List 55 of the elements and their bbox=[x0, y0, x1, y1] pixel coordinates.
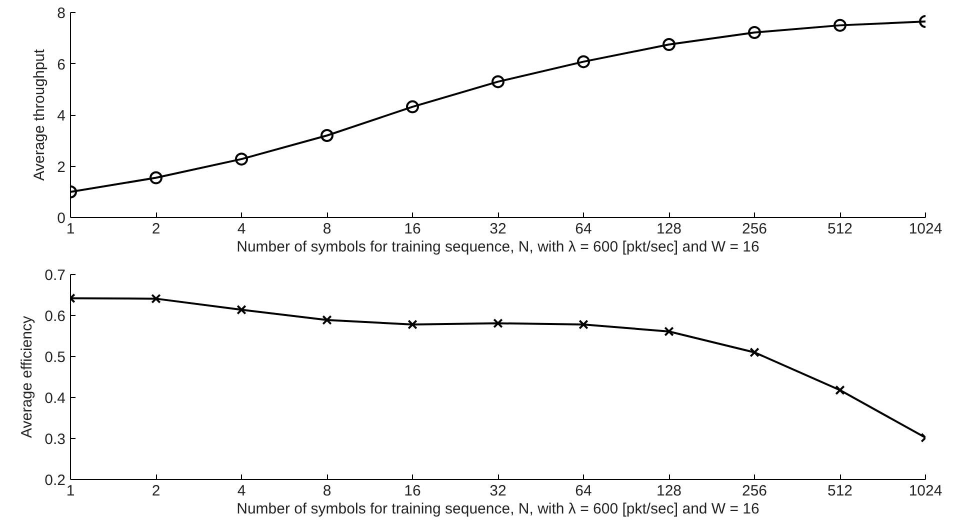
x-tick-label: 4 bbox=[237, 220, 246, 238]
x-tick-label: 16 bbox=[404, 482, 421, 500]
point bbox=[320, 129, 334, 142]
point bbox=[577, 55, 590, 68]
x-axis-title: Number of symbols for training sequence, N, with λ = 600 [pkt/sec] and W = 16 bbox=[236, 238, 760, 256]
point bbox=[750, 348, 760, 358]
x-tick-label: 1 bbox=[66, 220, 75, 238]
point bbox=[834, 18, 846, 32]
point bbox=[322, 315, 332, 325]
y-tick-label: 0.7 bbox=[44, 267, 66, 284]
x-tick-label: 128 bbox=[656, 482, 682, 500]
y-tick-label: 2 bbox=[57, 158, 66, 176]
y-tick-label: 8 bbox=[57, 5, 66, 22]
x-tick-label: 1 bbox=[66, 482, 75, 500]
point bbox=[835, 385, 845, 396]
point bbox=[235, 152, 248, 166]
x-tick-label: 128 bbox=[656, 220, 682, 238]
y-axis-title: Average throughput bbox=[31, 48, 48, 181]
x-tick-label: 64 bbox=[575, 482, 592, 500]
x-tick-label: 64 bbox=[575, 220, 592, 238]
y-axis-title: Average efficiency bbox=[18, 315, 36, 438]
y-tick-label: 0.4 bbox=[44, 390, 66, 407]
y-tick-label: 0 bbox=[57, 210, 66, 227]
x-tick-label: 16 bbox=[404, 220, 421, 238]
point bbox=[492, 75, 504, 88]
point bbox=[493, 318, 503, 328]
x-tick-label: 256 bbox=[742, 482, 768, 500]
y-tick-label: 0.5 bbox=[44, 349, 66, 366]
point bbox=[662, 38, 676, 52]
x-tick-label: 8 bbox=[322, 482, 332, 500]
x-tick-label: 2 bbox=[152, 482, 160, 500]
y-tick-label: 0.3 bbox=[44, 431, 66, 448]
point bbox=[150, 171, 162, 184]
x-tick-label: 1024 bbox=[908, 482, 942, 500]
x-tick-label: 2 bbox=[152, 220, 160, 238]
point bbox=[236, 304, 246, 315]
y-tick-label: 6 bbox=[57, 56, 66, 74]
x-tick-label: 4 bbox=[237, 482, 246, 500]
point bbox=[748, 26, 761, 39]
point bbox=[406, 100, 419, 114]
y-tick-label: 4 bbox=[57, 108, 66, 124]
point bbox=[664, 326, 674, 336]
x-tick-label: 32 bbox=[490, 220, 506, 238]
point bbox=[151, 294, 161, 304]
y-tick-label: 0.6 bbox=[44, 308, 66, 325]
point bbox=[578, 320, 588, 330]
x-axis-title: Number of symbols for training sequence, N, with λ = 600 [pkt/sec] and W = 16 bbox=[236, 500, 760, 518]
x-tick-label: 32 bbox=[490, 482, 506, 500]
point bbox=[408, 320, 418, 330]
x-tick-label: 256 bbox=[742, 220, 768, 238]
x-tick-label: 512 bbox=[827, 482, 853, 500]
x-tick-label: 1024 bbox=[908, 220, 942, 238]
x-tick-label: 8 bbox=[322, 220, 332, 238]
y-tick-label: 0.2 bbox=[44, 472, 66, 489]
x-tick-label: 512 bbox=[827, 220, 853, 238]
